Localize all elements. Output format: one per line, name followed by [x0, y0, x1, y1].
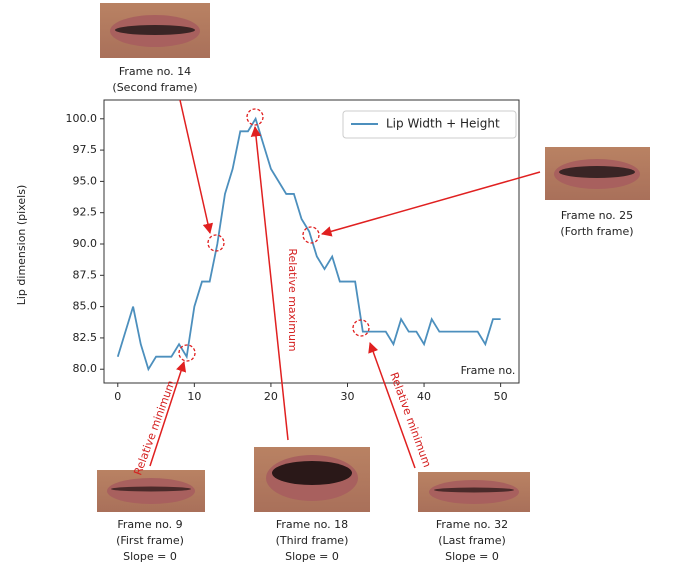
y-tick-label: 80.0 — [73, 362, 98, 375]
annotation-text: (Third frame) — [276, 534, 349, 547]
annotation-text: (Second frame) — [112, 81, 197, 94]
y-tick-label: 90.0 — [73, 237, 98, 250]
y-tick-label: 85.0 — [73, 300, 98, 313]
x-axis-label: Frame no. — [461, 364, 516, 377]
annotation-text: Slope = 0 — [285, 550, 339, 563]
lip-photos — [97, 3, 650, 512]
annotation-text: (Last frame) — [438, 534, 506, 547]
annotation-text: Frame no. 9 — [117, 518, 182, 531]
y-tick-label: 97.5 — [73, 143, 98, 156]
y-tick-label: 100.0 — [66, 112, 98, 125]
x-tick-label: 50 — [494, 390, 508, 403]
x-tick-label: 30 — [340, 390, 354, 403]
annotation-text: Frame no. 14 — [119, 65, 191, 78]
note-text: Relative maximum — [286, 248, 299, 351]
y-tick-label: 95.0 — [73, 174, 98, 187]
x-tick-label: 0 — [114, 390, 121, 403]
highlight-circles — [179, 109, 369, 361]
legend: Lip Width + Height — [343, 111, 516, 138]
annotation-text: (Forth frame) — [560, 225, 633, 238]
annotation-text: Frame no. 32 — [436, 518, 508, 531]
lip-photo — [97, 470, 205, 512]
figure: Lip dimension (pixels) Frame no. 80.0 82.… — [0, 0, 675, 567]
lip-photo — [100, 3, 210, 58]
annotation-text: Frame no. 25 — [561, 209, 633, 222]
lip-photo — [545, 147, 650, 200]
lip-photo — [254, 447, 370, 512]
data-line — [118, 119, 501, 369]
y-tick-label: 82.5 — [73, 331, 98, 344]
x-tick-label: 10 — [187, 390, 201, 403]
x-tick-label: 40 — [417, 390, 431, 403]
arrows — [150, 100, 540, 468]
note-text: Relative minimum — [131, 379, 177, 477]
lip-photo — [418, 472, 530, 512]
annotation-text: Slope = 0 — [123, 550, 177, 563]
y-axis-label: Lip dimension (pixels) — [15, 185, 28, 306]
annotation-text: (First frame) — [116, 534, 184, 547]
x-tick-label: 20 — [264, 390, 278, 403]
legend-label: Lip Width + Height — [386, 117, 500, 131]
annotation-text: Frame no. 18 — [276, 518, 348, 531]
annotation-text: Slope = 0 — [445, 550, 499, 563]
y-tick-label: 87.5 — [73, 268, 98, 281]
y-tick-label: 92.5 — [73, 206, 98, 219]
